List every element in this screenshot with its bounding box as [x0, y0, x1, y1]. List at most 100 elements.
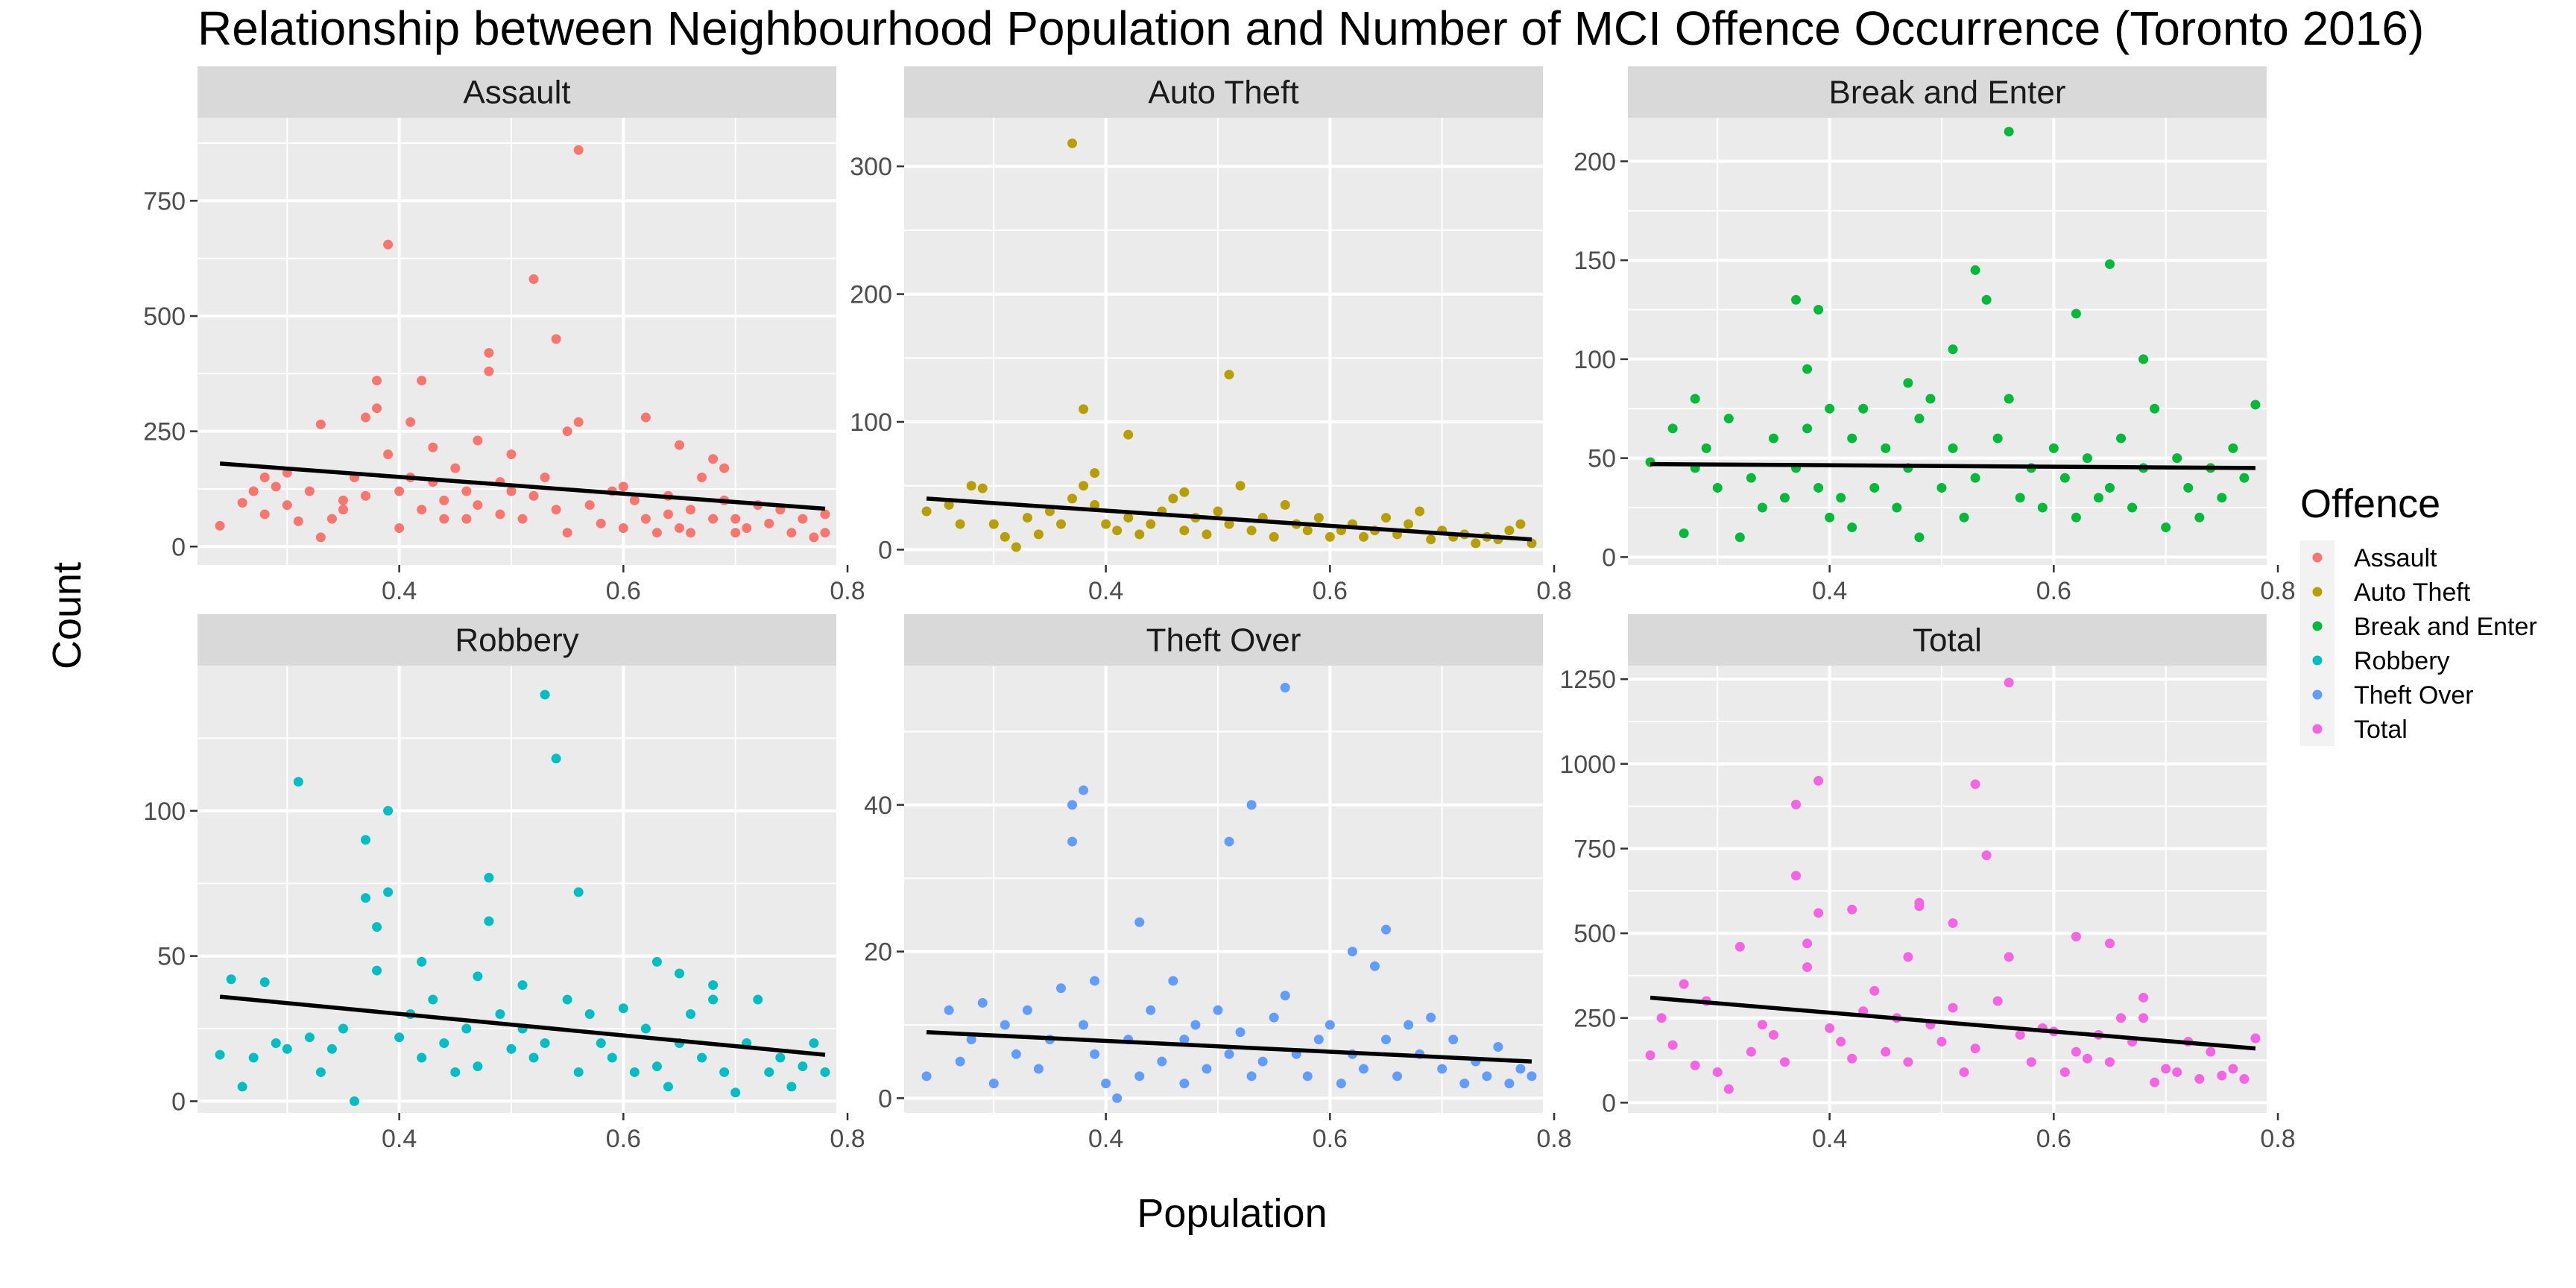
data-point	[1168, 976, 1178, 986]
y-tick-label: 250	[143, 418, 186, 446]
data-point	[686, 1009, 696, 1020]
data-point	[1746, 1046, 1756, 1057]
x-tick-label: 0.6	[2036, 577, 2071, 605]
legend: Offence Assault Auto Theft Break and Enter…	[2300, 482, 2537, 746]
data-point	[1033, 529, 1044, 540]
data-point	[540, 689, 550, 700]
legend-label: Theft Over	[2354, 681, 2474, 710]
data-point	[383, 239, 394, 250]
x-tick-label: 0.4	[1812, 577, 1847, 605]
data-point	[1504, 525, 1515, 536]
data-point	[315, 419, 326, 429]
data-point	[1079, 481, 1089, 491]
data-point	[540, 472, 550, 482]
data-point	[2071, 512, 2081, 523]
data-point	[1813, 482, 1824, 493]
data-point	[730, 1087, 741, 1098]
legend-entry-auto-theft: Auto Theft	[2300, 575, 2471, 609]
x-tick-label: 0.8	[830, 577, 865, 605]
facet-strip-label: Theft Over	[1146, 622, 1301, 659]
data-point	[1757, 1020, 1767, 1030]
data-point	[2105, 1057, 2115, 1067]
data-point	[1802, 364, 1813, 374]
data-point	[697, 472, 707, 482]
data-point	[1992, 433, 2003, 443]
data-point	[966, 481, 976, 491]
data-point	[573, 417, 584, 427]
data-point	[1802, 962, 1813, 973]
data-point	[1437, 1064, 1448, 1074]
data-point	[1381, 513, 1392, 523]
data-point	[271, 482, 281, 492]
y-tick-label: 40	[864, 792, 892, 820]
data-point	[259, 977, 270, 988]
data-point	[955, 1056, 965, 1067]
data-point	[2116, 433, 2127, 443]
data-point	[1970, 779, 1980, 789]
data-point	[372, 403, 382, 414]
data-point	[551, 334, 561, 344]
data-point	[1179, 1079, 1190, 1089]
y-tick-label: 0	[878, 1085, 892, 1113]
data-point	[315, 1067, 326, 1077]
data-point	[326, 514, 337, 524]
y-tick-label: 0	[171, 1087, 186, 1116]
data-point	[1067, 493, 1078, 504]
data-point	[495, 509, 505, 520]
data-point	[1656, 1013, 1667, 1023]
data-point	[1903, 1057, 1913, 1067]
data-point	[2071, 1046, 2081, 1057]
data-point	[1146, 519, 1156, 529]
data-point	[1101, 519, 1111, 529]
y-tick-label: 200	[850, 281, 892, 309]
data-point	[528, 274, 539, 284]
x-tick-label: 0.8	[2260, 1125, 2295, 1153]
data-point	[372, 376, 382, 386]
facet-strip	[198, 614, 836, 666]
y-tick-label: 750	[1573, 835, 1616, 863]
y-tick-label: 100	[143, 798, 186, 826]
data-point	[1813, 908, 1824, 918]
data-point	[730, 514, 741, 524]
data-point	[1280, 683, 1290, 693]
data-point	[675, 440, 685, 450]
data-point	[484, 916, 494, 926]
data-point	[1033, 1064, 1044, 1074]
data-point	[1022, 1005, 1032, 1015]
y-tick-label: 0	[171, 533, 186, 561]
y-tick-label: 300	[850, 153, 892, 181]
x-tick-label: 0.6	[606, 1125, 641, 1153]
x-tick-label: 0.8	[1536, 1125, 1571, 1153]
data-point	[1112, 525, 1123, 536]
data-point	[708, 454, 719, 464]
data-point	[1000, 1020, 1010, 1030]
data-point	[1079, 785, 1089, 795]
data-point	[1269, 1012, 1279, 1023]
data-point	[528, 490, 539, 501]
data-point	[1381, 1035, 1392, 1045]
data-point	[1011, 1049, 1021, 1059]
data-point	[562, 426, 572, 437]
data-point	[461, 486, 472, 496]
data-point	[1067, 138, 1078, 148]
data-point	[361, 835, 371, 845]
data-point	[1914, 532, 1925, 543]
data-point	[1690, 394, 1700, 404]
data-point	[2206, 1046, 2216, 1057]
data-point	[1881, 1046, 1891, 1057]
data-point	[820, 509, 830, 520]
data-point	[237, 497, 247, 508]
data-point	[417, 956, 427, 967]
facet-strip	[1628, 66, 2267, 118]
data-point	[1679, 528, 1689, 539]
data-point	[349, 1096, 359, 1106]
data-point	[405, 417, 416, 427]
x-tick-label: 0.8	[2260, 577, 2295, 605]
y-tick-label: 500	[143, 303, 186, 331]
facet-assault: Assault 0.4 0.6 0.8 0 250 500 750	[143, 66, 865, 605]
data-point	[596, 518, 606, 528]
data-point	[450, 463, 461, 473]
data-point	[1168, 493, 1178, 504]
data-point	[1813, 305, 1824, 315]
data-point	[1022, 513, 1032, 523]
